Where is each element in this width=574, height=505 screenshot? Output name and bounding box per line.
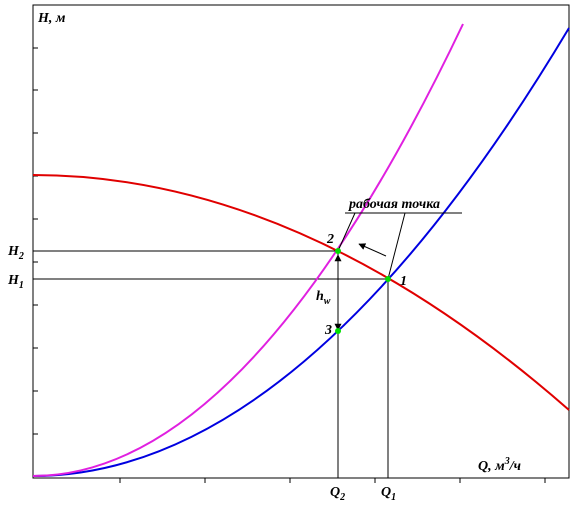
point-label: 1 <box>400 274 407 289</box>
point-label: 2 <box>326 232 334 247</box>
point <box>335 248 341 254</box>
ticks <box>33 47 546 483</box>
q2-sub: 2 <box>339 492 345 503</box>
plot-frame <box>32 4 570 479</box>
loss-base: h <box>316 289 324 304</box>
point-label: 3 <box>324 323 332 338</box>
pump-curve <box>32 174 570 411</box>
y-label: H, м <box>37 11 66 26</box>
points <box>335 248 391 334</box>
loss-sub: w <box>324 296 331 307</box>
annotation-lines <box>337 212 462 280</box>
x-label-sup: 3 <box>504 456 510 467</box>
h1-label: H1 <box>7 273 24 291</box>
q1-base: Q <box>381 485 391 500</box>
h1-sub: 1 <box>19 280 24 291</box>
q1-sub: 1 <box>391 492 396 503</box>
h2-base: H <box>7 244 20 259</box>
h1-base: H <box>7 273 20 288</box>
loss-label: hw <box>316 289 331 307</box>
h2-label: H2 <box>7 244 24 262</box>
point <box>335 328 341 334</box>
point <box>385 276 391 282</box>
x-label-tail: /ч <box>509 459 521 474</box>
shift-arrow <box>358 243 387 257</box>
q1-label: Q1 <box>381 485 396 503</box>
x-label: Q, м3/ч <box>478 456 521 474</box>
q2-base: Q <box>330 485 340 500</box>
q2-label: Q2 <box>330 485 345 503</box>
x-label-base: Q, м <box>478 459 505 474</box>
h2-sub: 2 <box>18 251 24 262</box>
network-curve <box>32 27 570 477</box>
annotation: рабочая точка <box>348 197 440 212</box>
network-curve-2 <box>32 23 464 477</box>
guide-lines <box>33 250 389 478</box>
